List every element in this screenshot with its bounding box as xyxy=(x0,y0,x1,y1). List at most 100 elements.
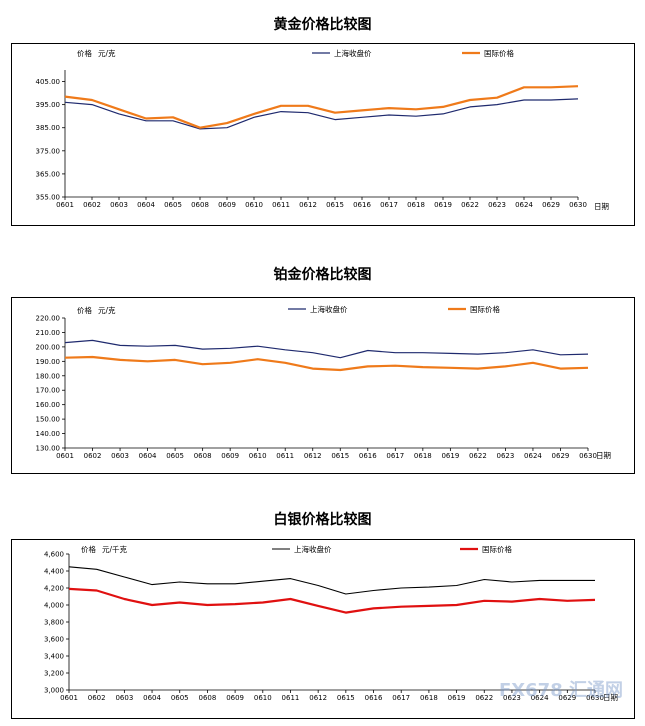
platinum-x-tick-label: 0624 xyxy=(524,452,542,460)
platinum-x-tick-label: 0611 xyxy=(276,452,294,460)
gold-x-tick-label: 0609 xyxy=(218,201,236,209)
silver-x-tick-label: 0615 xyxy=(337,694,355,702)
platinum-y-tick-label: 160.00 xyxy=(36,401,61,409)
platinum-x-tick-label: 0604 xyxy=(139,452,157,460)
gold-chart-frame xyxy=(11,43,635,226)
platinum-x-tick-label: 0622 xyxy=(469,452,487,460)
platinum-chart-frame xyxy=(11,297,635,474)
silver-legend-label-international: 国际价格 xyxy=(482,544,512,554)
platinum-y-tick-label: 200.00 xyxy=(36,343,61,351)
platinum-x-tick-label: 0616 xyxy=(359,452,377,460)
silver-ylabel: 价格 xyxy=(81,544,96,554)
silver-x-tick-label: 0611 xyxy=(282,694,300,702)
gold-x-tick-label: 0601 xyxy=(56,201,74,209)
gold-x-tick-label: 0617 xyxy=(380,201,398,209)
platinum-y-tick-label: 170.00 xyxy=(36,387,61,395)
platinum-x-tick-label: 0618 xyxy=(414,452,432,460)
gold-x-tick-label: 0603 xyxy=(110,201,128,209)
platinum-y-tick-label: 130.00 xyxy=(36,445,61,453)
platinum-x-tick-label: 0610 xyxy=(249,452,267,460)
silver-y-tick-label: 3,600 xyxy=(44,636,64,644)
silver-x-tick-label: 0616 xyxy=(365,694,383,702)
platinum-series-shanghai-line xyxy=(64,339,589,359)
watermark-logo: FX678 汇通网 xyxy=(498,680,623,701)
gold-x-tick-label: 0612 xyxy=(299,201,317,209)
silver-x-tick-label: 0610 xyxy=(254,694,272,702)
gold-y-tick-label: 375.00 xyxy=(36,147,61,155)
silver-x-tick-label: 0609 xyxy=(226,694,244,702)
platinum-x-tick-label: 0609 xyxy=(221,452,239,460)
gold-series-international-line xyxy=(64,85,579,129)
silver-chart-title: 白银价格比较图 xyxy=(273,512,372,528)
gold-legend-label-shanghai: 上海收盘价 xyxy=(334,48,372,58)
platinum-y-tick-label: 220.00 xyxy=(36,315,61,323)
silver-unit-label: 元/千克 xyxy=(102,544,128,554)
platinum-legend-label-shanghai: 上海收盘价 xyxy=(310,304,348,314)
gold-x-tick-label: 0605 xyxy=(164,201,182,209)
silver-x-tick-label: 0602 xyxy=(88,694,106,702)
silver-x-tick-label: 0608 xyxy=(199,694,217,702)
platinum-legend-label-international: 国际价格 xyxy=(470,304,500,314)
platinum-x-tick-label: 0623 xyxy=(497,452,515,460)
silver-y-tick-label: 3,000 xyxy=(44,687,64,695)
gold-x-tick-label: 0608 xyxy=(191,201,209,209)
silver-x-tick-label: 0622 xyxy=(475,694,493,702)
gold-x-tick-label: 0610 xyxy=(245,201,263,209)
platinum-x-tick-label: 0619 xyxy=(441,452,459,460)
gold-x-tick-label: 0629 xyxy=(542,201,560,209)
silver-y-tick-label: 3,400 xyxy=(44,653,64,661)
platinum-x-tick-label: 0629 xyxy=(552,452,570,460)
gold-y-tick-label: 355.00 xyxy=(36,194,61,202)
gold-series-shanghai-line xyxy=(64,98,579,130)
platinum-y-tick-label: 140.00 xyxy=(36,430,61,438)
silver-y-tick-label: 4,600 xyxy=(44,551,64,559)
platinum-x-tick-label: 0605 xyxy=(166,452,184,460)
gold-y-tick-label: 365.00 xyxy=(36,170,61,178)
gold-legend-label-international: 国际价格 xyxy=(484,48,514,58)
platinum-chart-title: 铂金价格比较图 xyxy=(273,267,372,283)
silver-x-tick-label: 0624 xyxy=(531,694,549,702)
platinum-x-tick-label: 0603 xyxy=(111,452,129,460)
platinum-x-tick-label: 0615 xyxy=(331,452,349,460)
silver-y-tick-label: 4,400 xyxy=(44,568,64,576)
gold-chart-title: 黄金价格比较图 xyxy=(273,17,372,33)
gold-x-tick-label: 0630 xyxy=(569,201,587,209)
silver-x-tick-label: 0612 xyxy=(309,694,327,702)
platinum-xlabel: 日期 xyxy=(596,451,611,460)
gold-x-tick-label: 0624 xyxy=(515,201,533,209)
silver-series-international-line xyxy=(68,587,596,614)
platinum-y-tick-label: 190.00 xyxy=(36,358,61,366)
platinum-x-tick-label: 0630 xyxy=(579,452,597,460)
platinum-ylabel: 价格 xyxy=(77,305,92,315)
silver-x-tick-label: 0618 xyxy=(420,694,438,702)
silver-y-tick-label: 3,200 xyxy=(44,670,64,678)
silver-chart-frame xyxy=(11,539,635,719)
gold-x-tick-label: 0623 xyxy=(488,201,506,209)
gold-ylabel: 价格 xyxy=(77,48,92,58)
platinum-x-tick-label: 0612 xyxy=(304,452,322,460)
silver-x-tick-label: 0630 xyxy=(586,694,604,702)
platinum-unit-label: 元/克 xyxy=(98,306,116,315)
gold-x-tick-label: 0618 xyxy=(407,201,425,209)
platinum-x-tick-label: 0608 xyxy=(194,452,212,460)
gold-y-tick-label: 405.00 xyxy=(36,78,61,86)
gold-unit-label: 元/克 xyxy=(98,49,116,58)
silver-xlabel: 日期 xyxy=(603,693,618,702)
platinum-y-tick-label: 180.00 xyxy=(36,372,61,380)
silver-y-tick-label: 3,800 xyxy=(44,619,64,627)
gold-x-tick-label: 0615 xyxy=(326,201,344,209)
gold-x-tick-label: 0602 xyxy=(83,201,101,209)
gold-y-tick-label: 395.00 xyxy=(36,101,61,109)
gold-x-tick-label: 0611 xyxy=(272,201,290,209)
gold-y-tick-label: 385.00 xyxy=(36,124,61,132)
silver-x-tick-label: 0617 xyxy=(392,694,410,702)
platinum-y-tick-label: 210.00 xyxy=(36,329,61,337)
silver-legend-label-shanghai: 上海收盘价 xyxy=(294,544,332,554)
silver-x-tick-label: 0605 xyxy=(171,694,189,702)
gold-x-tick-label: 0622 xyxy=(461,201,479,209)
silver-x-tick-label: 0603 xyxy=(115,694,133,702)
platinum-series-international-line xyxy=(64,355,589,372)
silver-x-tick-label: 0604 xyxy=(143,694,161,702)
gold-x-tick-label: 0616 xyxy=(353,201,371,209)
